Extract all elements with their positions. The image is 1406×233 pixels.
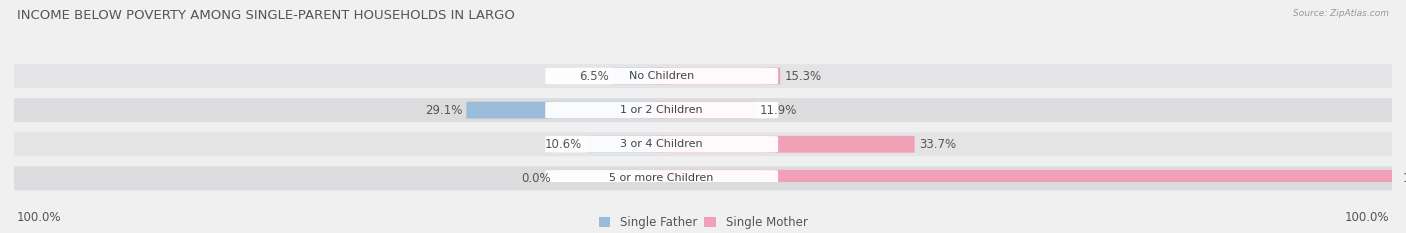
FancyBboxPatch shape [586, 136, 669, 153]
Text: 100.0%: 100.0% [1344, 211, 1389, 224]
Text: 100.0%: 100.0% [17, 211, 62, 224]
Text: 15.3%: 15.3% [785, 69, 821, 82]
FancyBboxPatch shape [546, 136, 778, 152]
FancyBboxPatch shape [655, 170, 1399, 187]
FancyBboxPatch shape [546, 170, 778, 187]
Text: 3 or 4 Children: 3 or 4 Children [620, 139, 703, 149]
Text: 100.0%: 100.0% [1403, 172, 1406, 185]
Text: Source: ZipAtlas.com: Source: ZipAtlas.com [1294, 9, 1389, 18]
FancyBboxPatch shape [14, 64, 1392, 88]
Text: 10.6%: 10.6% [544, 138, 582, 151]
FancyBboxPatch shape [467, 102, 669, 119]
Text: 33.7%: 33.7% [918, 138, 956, 151]
Text: No Children: No Children [628, 71, 695, 81]
Text: 0.0%: 0.0% [522, 172, 551, 185]
Text: 1 or 2 Children: 1 or 2 Children [620, 105, 703, 115]
Text: INCOME BELOW POVERTY AMONG SINGLE-PARENT HOUSEHOLDS IN LARGO: INCOME BELOW POVERTY AMONG SINGLE-PARENT… [17, 9, 515, 22]
FancyBboxPatch shape [655, 136, 915, 153]
Text: 5 or more Children: 5 or more Children [609, 173, 714, 183]
FancyBboxPatch shape [14, 132, 1392, 156]
Text: 11.9%: 11.9% [759, 104, 797, 117]
FancyBboxPatch shape [655, 68, 780, 84]
FancyBboxPatch shape [546, 68, 778, 84]
FancyBboxPatch shape [14, 98, 1392, 122]
FancyBboxPatch shape [546, 102, 778, 118]
FancyBboxPatch shape [613, 68, 669, 84]
FancyBboxPatch shape [655, 102, 755, 119]
Legend: Single Father, Single Mother: Single Father, Single Mother [599, 216, 807, 229]
Text: 6.5%: 6.5% [579, 69, 609, 82]
FancyBboxPatch shape [14, 166, 1392, 190]
Text: 29.1%: 29.1% [425, 104, 463, 117]
